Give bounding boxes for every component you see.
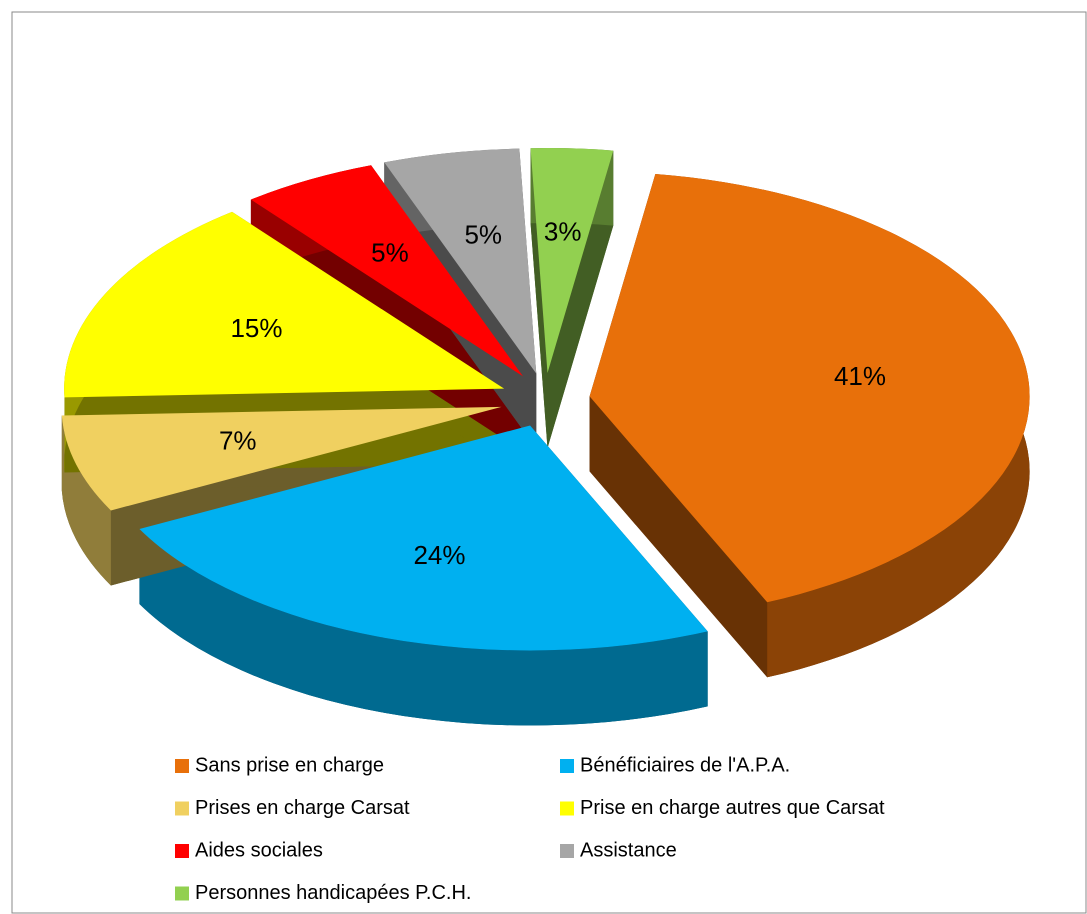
slice: [589, 173, 1030, 603]
slice-edge: [530, 148, 548, 449]
legend-swatch: [175, 886, 189, 901]
legend-swatch: [560, 759, 574, 773]
legend-swatch: [175, 844, 189, 858]
data-label: 5%: [371, 238, 409, 268]
slice: [250, 165, 524, 377]
legend: Sans prise en charge Bénéficiaires de l'A…: [175, 754, 885, 904]
data-label: 41%: [834, 361, 886, 391]
slice: [530, 148, 614, 374]
slice: [64, 211, 505, 398]
data-label: 5%: [464, 220, 502, 250]
legend-label: Bénéficiaires de l'A.P.A.: [580, 754, 790, 776]
slice-edge: [589, 396, 768, 678]
slice-side: [139, 529, 708, 726]
data-label: 3%: [544, 217, 582, 247]
slice: [61, 406, 502, 511]
data-label: 7%: [219, 425, 257, 455]
pie-tops: 41% 24% 7% 15% 5% 5% 3%: [61, 148, 1030, 651]
slice-side: [61, 415, 111, 586]
slice: [139, 425, 708, 651]
legend-label: Prises en charge Carsat: [195, 797, 410, 819]
legend-label: Sans prise en charge: [195, 754, 384, 776]
slice: [384, 148, 537, 374]
data-label: 15%: [230, 313, 282, 343]
legend-label: Aides sociales: [195, 839, 323, 861]
legend-label: Prise en charge autres que Carsat: [580, 797, 885, 819]
slice-edge: [547, 150, 614, 449]
legend-label: Personnes handicapées P.C.H.: [195, 882, 471, 904]
legend-swatch: [175, 759, 189, 773]
legend-swatch: [175, 801, 189, 816]
legend-label: Assistance: [580, 839, 677, 861]
legend-swatch: [560, 801, 574, 816]
data-label: 24%: [413, 540, 465, 570]
legend-swatch: [560, 844, 574, 858]
